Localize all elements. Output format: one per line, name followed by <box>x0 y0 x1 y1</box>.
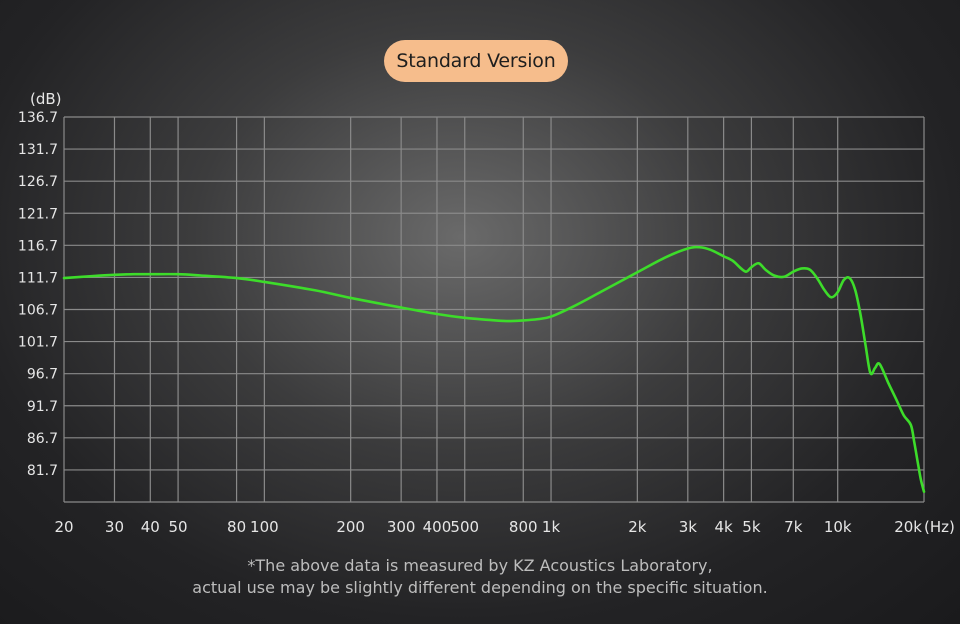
footnote-line-1: *The above data is measured by KZ Acoust… <box>247 556 713 575</box>
y-tick-label: 96.7 <box>27 367 58 383</box>
y-axis-ticks: 136.7 131.7 126.7 121.7 116.7 111.7 106.7 101.7… <box>18 110 58 479</box>
y-tick-label: 121.7 <box>18 206 58 222</box>
y-tick-label: 126.7 <box>18 174 58 190</box>
y-tick-label: 116.7 <box>18 238 58 254</box>
x-tick-label: 20 <box>54 518 73 536</box>
x-tick-label: 20k <box>894 518 922 536</box>
x-tick-label: 5k <box>742 518 761 536</box>
y-tick-label: 111.7 <box>18 270 58 286</box>
footnote-line-2: actual use may be slightly different dep… <box>192 578 768 597</box>
x-axis-unit-label: (Hz) <box>924 518 955 536</box>
x-tick-label: 100 <box>250 518 279 536</box>
chart-series <box>62 245 926 494</box>
x-axis-ticks: 20 30 40 50 80 100 200 300 400 500 800 1k 2k 3k 4k 5k 7k… <box>54 518 922 536</box>
x-tick-label: 80 <box>227 518 246 536</box>
x-tick-label: 300 <box>387 518 416 536</box>
y-tick-label: 86.7 <box>27 431 58 447</box>
y-tick-label: 81.7 <box>27 463 58 479</box>
y-tick-label: 131.7 <box>18 142 58 158</box>
x-tick-label: 500 <box>450 518 479 536</box>
y-tick-label: 136.7 <box>18 110 58 126</box>
x-tick-label: 10k <box>824 518 852 536</box>
y-axis-unit-label: (dB) <box>30 90 62 108</box>
x-tick-label: 7k <box>784 518 803 536</box>
x-tick-label: 1k <box>542 518 561 536</box>
x-tick-label: 3k <box>679 518 698 536</box>
version-badge: Standard Version <box>384 40 568 82</box>
x-tick-label: 200 <box>336 518 365 536</box>
x-tick-label: 2k <box>628 518 647 536</box>
x-tick-label: 400 <box>423 518 452 536</box>
y-tick-label: 106.7 <box>18 303 58 319</box>
version-badge-label: Standard Version <box>396 50 556 72</box>
y-tick-label: 91.7 <box>27 399 58 415</box>
x-tick-label: 30 <box>105 518 124 536</box>
x-tick-label: 4k <box>715 518 734 536</box>
chart-grid <box>63 116 925 503</box>
y-tick-label: 101.7 <box>18 335 58 351</box>
x-tick-label: 50 <box>169 518 188 536</box>
x-tick-label: 40 <box>141 518 160 536</box>
x-tick-label: 800 <box>509 518 538 536</box>
frequency-response-line <box>62 245 926 494</box>
